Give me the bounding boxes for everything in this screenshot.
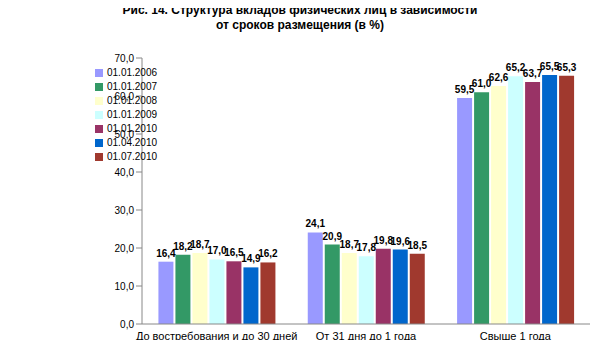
svg-text:Свыше 1 года: Свыше 1 года [480,330,552,340]
svg-text:50,0: 50,0 [115,129,135,140]
svg-text:18,5: 18,5 [408,240,428,251]
svg-text:70,0: 70,0 [115,53,135,64]
svg-text:0,0: 0,0 [120,319,134,330]
svg-text:40,0: 40,0 [115,167,135,178]
svg-text:20,0: 20,0 [115,243,135,254]
svg-text:16,2: 16,2 [258,248,278,259]
svg-text:24,1: 24,1 [306,218,326,229]
svg-text:10,0: 10,0 [115,281,135,292]
svg-text:65,3: 65,3 [557,62,577,73]
svg-text:От 31 дня до 1 года: От 31 дня до 1 года [316,330,417,340]
svg-text:30,0: 30,0 [115,205,135,216]
svg-text:62,6: 62,6 [489,72,509,83]
svg-text:До востребования и до 30 дней: До востребования и до 30 дней [136,330,298,340]
svg-text:60,0: 60,0 [115,91,135,102]
